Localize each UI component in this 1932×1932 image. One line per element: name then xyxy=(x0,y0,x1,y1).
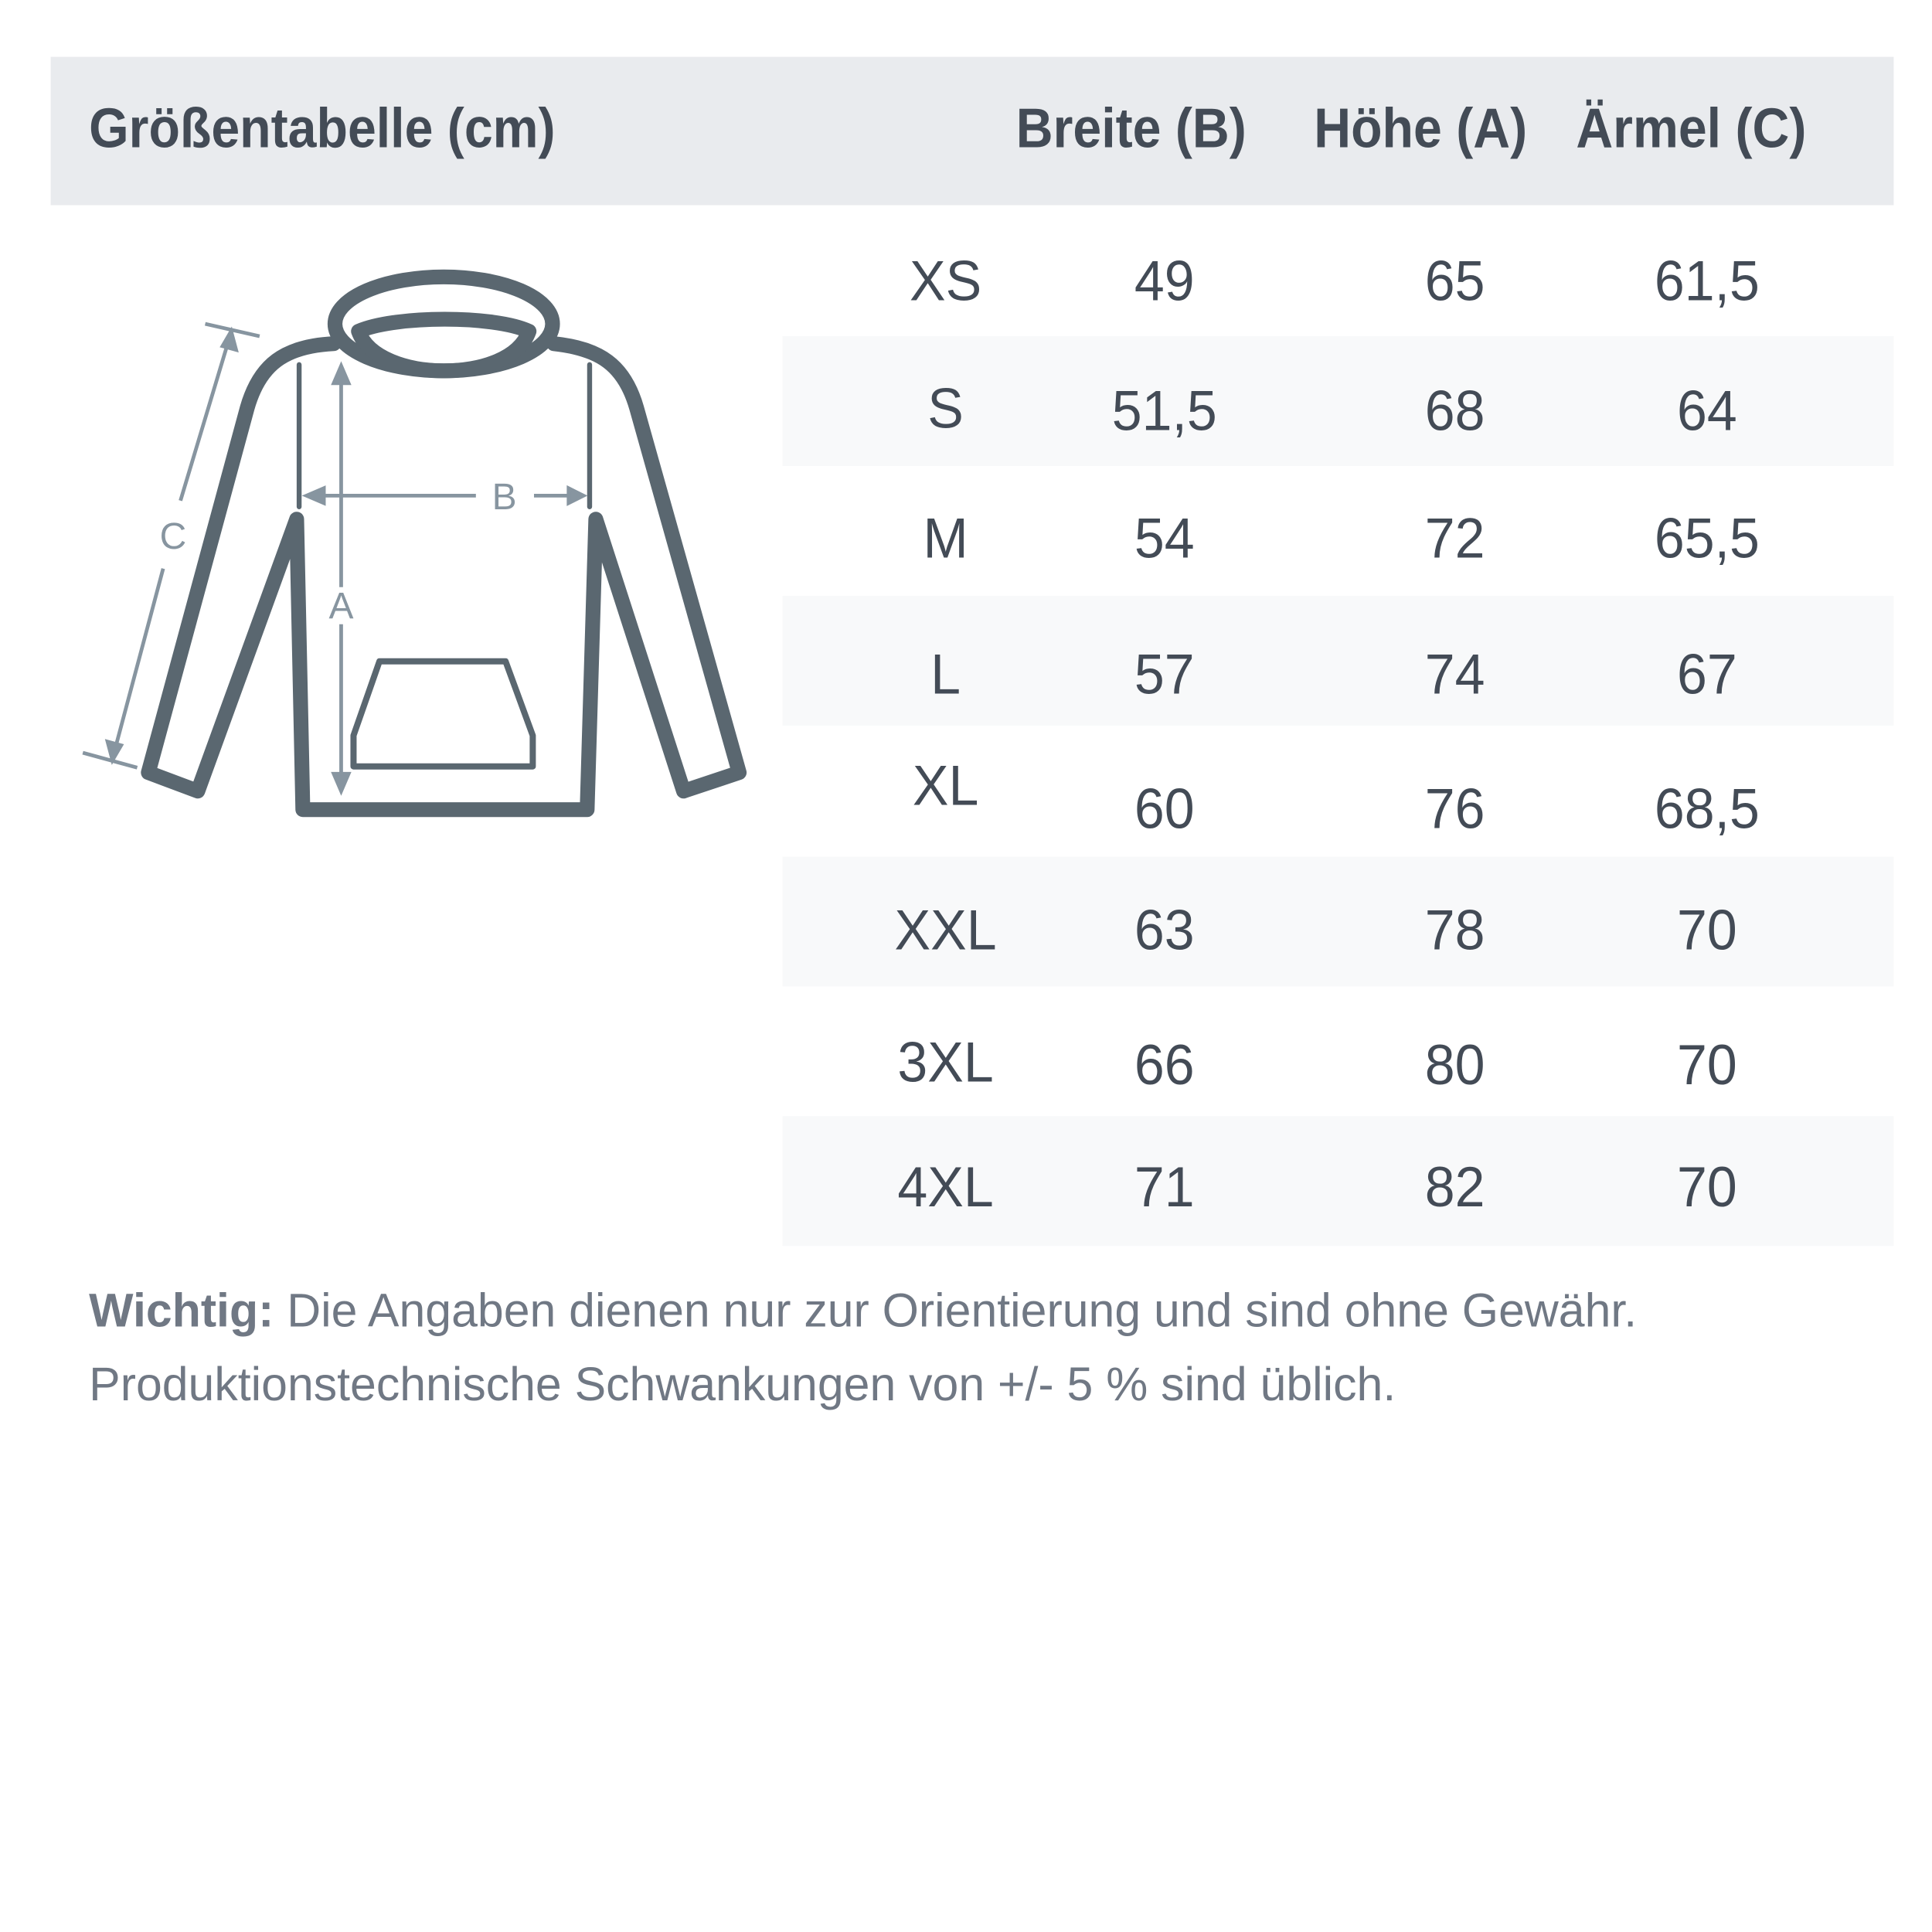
cell-aermel: 70 xyxy=(1677,1032,1737,1097)
table-header xyxy=(50,56,1894,206)
hoodie-outline-icon xyxy=(141,269,747,818)
label-b: B xyxy=(492,477,517,518)
table-row xyxy=(782,336,1894,467)
note-line-1: Wichtig: Die Angaben dienen nur zur Orie… xyxy=(89,1285,1637,1338)
column-header-hoehe: Höhe (A) xyxy=(1314,96,1528,160)
column-header-aermel: Ärmel (C) xyxy=(1576,96,1807,160)
cell-hoehe: 68 xyxy=(1424,378,1485,443)
table-row xyxy=(782,1116,1894,1247)
cell-breite: 54 xyxy=(1134,505,1195,570)
note-text: Die Angaben dienen nur zur Orientierung … xyxy=(274,1285,1638,1338)
cell-aermel: 65,5 xyxy=(1654,505,1760,570)
measurement-arrows-icon xyxy=(82,321,588,796)
cell-size: S xyxy=(927,376,964,440)
column-header-breite: Breite (B) xyxy=(1015,96,1247,160)
table-title: Größentabelle (cm) xyxy=(89,96,556,160)
cell-aermel: 70 xyxy=(1677,1154,1737,1219)
cell-size: 3XL xyxy=(897,1029,994,1094)
cell-aermel: 68,5 xyxy=(1654,776,1760,841)
cell-size: M xyxy=(923,505,968,570)
note-line-2: Produktionstechnische Schwankungen von +… xyxy=(89,1359,1396,1412)
cell-aermel: 70 xyxy=(1677,897,1737,962)
cell-size: XXL xyxy=(894,897,997,962)
cell-size: 4XL xyxy=(897,1154,994,1219)
note-bold: Wichtig: xyxy=(89,1285,274,1338)
cell-breite: 71 xyxy=(1134,1154,1195,1219)
cell-breite: 66 xyxy=(1134,1032,1195,1097)
cell-breite: 49 xyxy=(1134,248,1195,313)
cell-hoehe: 72 xyxy=(1424,505,1485,570)
cell-hoehe: 78 xyxy=(1424,897,1485,962)
cell-aermel: 64 xyxy=(1677,378,1737,443)
cell-hoehe: 82 xyxy=(1424,1154,1485,1219)
cell-breite: 57 xyxy=(1134,641,1195,706)
hoodie-diagram: A B C xyxy=(82,269,747,818)
table-row xyxy=(782,856,1894,987)
cell-size: XL xyxy=(912,753,979,818)
label-c: C xyxy=(160,516,187,557)
cell-hoehe: 80 xyxy=(1424,1032,1485,1097)
cell-breite: 51,5 xyxy=(1111,378,1217,443)
cell-aermel: 67 xyxy=(1677,641,1737,706)
cell-breite: 63 xyxy=(1134,897,1195,962)
table-row xyxy=(782,595,1894,726)
cell-breite: 60 xyxy=(1134,776,1195,841)
cell-hoehe: 74 xyxy=(1424,641,1485,706)
cell-aermel: 61,5 xyxy=(1654,248,1760,313)
cell-hoehe: 76 xyxy=(1424,776,1485,841)
label-a: A xyxy=(328,586,353,627)
cell-hoehe: 65 xyxy=(1424,248,1485,313)
cell-size: XS xyxy=(909,248,982,313)
cell-size: L xyxy=(930,641,961,706)
